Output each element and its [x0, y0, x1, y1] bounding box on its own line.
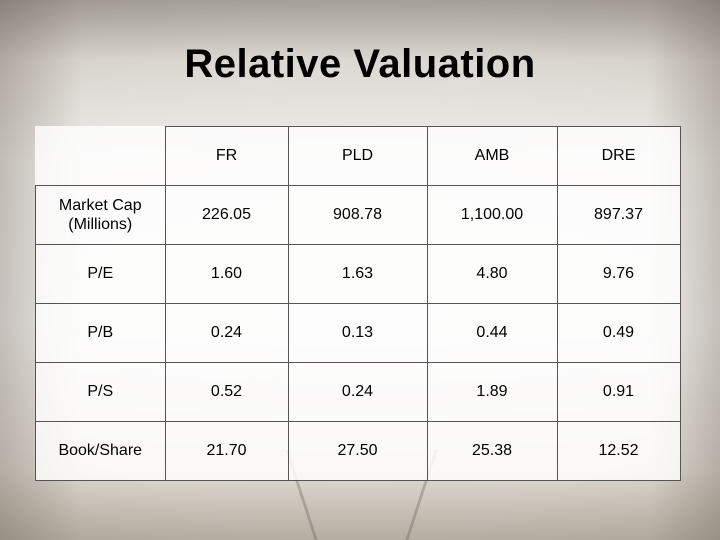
- table-cell: 0.24: [287, 362, 428, 422]
- table-cell: 1,100.00: [426, 185, 558, 245]
- table-header-row: FR PLD AMB DRE: [35, 126, 681, 186]
- column-header: DRE: [556, 126, 681, 186]
- table-cell: 12.52: [556, 421, 681, 481]
- row-label-line: (Millions): [68, 216, 133, 233]
- slide-title: Relative Valuation: [184, 42, 536, 86]
- table-corner-cell: [35, 126, 166, 186]
- row-label: P/B: [35, 303, 166, 363]
- row-label-line: Market Cap: [58, 197, 142, 214]
- column-header: PLD: [287, 126, 428, 186]
- table-cell: 25.38: [426, 421, 558, 481]
- table-cell: 4.80: [426, 244, 558, 304]
- table-row: P/S 0.52 0.24 1.89 0.91: [35, 362, 681, 422]
- table-cell: 0.24: [164, 303, 289, 363]
- table-cell: 0.52: [164, 362, 289, 422]
- row-label: P/S: [35, 362, 166, 422]
- row-label: P/E: [35, 244, 166, 304]
- table-row: P/E 1.60 1.63 4.80 9.76: [35, 244, 681, 304]
- background-roof: [0, 0, 720, 60]
- table-cell: 0.13: [287, 303, 428, 363]
- table-cell: 0.44: [426, 303, 558, 363]
- table-cell: 1.60: [164, 244, 289, 304]
- column-header: FR: [164, 126, 289, 186]
- table-cell: 0.49: [556, 303, 681, 363]
- table-row: Market Cap (Millions) 226.05 908.78 1,10…: [35, 185, 681, 245]
- table-cell: 1.89: [426, 362, 558, 422]
- table-cell: 1.63: [287, 244, 428, 304]
- table-cell: 226.05: [164, 185, 289, 245]
- table-cell: 0.91: [556, 362, 681, 422]
- table-row: Book/Share 21.70 27.50 25.38 12.52: [35, 421, 681, 481]
- table-row: P/B 0.24 0.13 0.44 0.49: [35, 303, 681, 363]
- table-cell: 9.76: [556, 244, 681, 304]
- table-cell: 897.37: [556, 185, 681, 245]
- column-header: AMB: [426, 126, 558, 186]
- table-cell: 908.78: [287, 185, 428, 245]
- table-cell: 27.50: [287, 421, 428, 481]
- background-floor: [0, 470, 720, 540]
- valuation-table: FR PLD AMB DRE Market Cap (Millions) 226…: [35, 126, 681, 481]
- row-label: Market Cap (Millions): [35, 185, 166, 245]
- table-cell: 21.70: [164, 421, 289, 481]
- row-label: Book/Share: [35, 421, 166, 481]
